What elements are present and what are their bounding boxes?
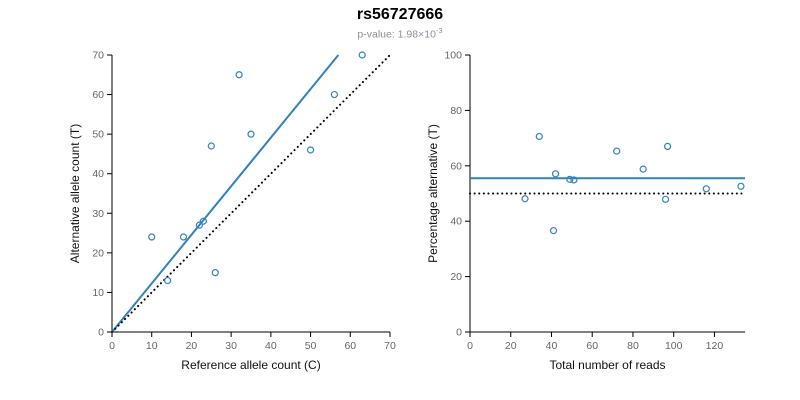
data-point bbox=[549, 227, 558, 235]
data-point bbox=[247, 130, 255, 138]
data-point bbox=[179, 233, 188, 241]
y-tick-label: 40 bbox=[450, 216, 462, 228]
x-tick-label: 20 bbox=[186, 340, 198, 352]
x-tick-label: 30 bbox=[225, 340, 237, 352]
data-point bbox=[199, 217, 207, 225]
x-tick-label: 60 bbox=[586, 340, 598, 352]
data-point bbox=[195, 221, 203, 229]
data-point bbox=[148, 233, 156, 241]
chart-panel-allele-counts: 0 10 20 30 40 50 60 70 0 10 20 30 40 50 60 70 Reference … bbox=[68, 50, 396, 373]
y-tick-label: 40 bbox=[92, 168, 104, 180]
x-tick-label: 50 bbox=[305, 340, 317, 352]
pvalue-text: p-value: 1.98×10 bbox=[357, 28, 436, 41]
x-tick-label: 40 bbox=[546, 340, 558, 352]
data-point bbox=[551, 170, 560, 178]
y-tick-label: 60 bbox=[450, 160, 462, 172]
data-point bbox=[521, 195, 529, 203]
y-tick-label: 100 bbox=[444, 50, 462, 62]
y-tick-label: 50 bbox=[92, 129, 104, 141]
x-tick-label: 60 bbox=[344, 340, 356, 352]
y-tick-label: 70 bbox=[92, 50, 104, 62]
x-tick-label: 120 bbox=[706, 340, 724, 352]
y-tick-label: 0 bbox=[98, 327, 104, 339]
y-tick-label: 80 bbox=[450, 105, 462, 117]
chart-header: rs56727666 p-value: 1.98×10-3 bbox=[0, 5, 800, 42]
x-axis-title: Total number of reads bbox=[549, 358, 665, 372]
data-point bbox=[306, 146, 315, 154]
y-tick-label: 60 bbox=[92, 89, 104, 101]
data-point bbox=[661, 195, 670, 203]
data-point bbox=[663, 142, 672, 151]
data-point bbox=[164, 276, 172, 285]
y-tick-label: 10 bbox=[92, 287, 104, 299]
x-tick-label: 0 bbox=[467, 340, 473, 352]
y-axis-title: Alternative allele count (T) bbox=[68, 124, 82, 263]
x-tick-label: 70 bbox=[384, 340, 396, 352]
x-tick-label: 10 bbox=[146, 340, 158, 352]
data-point bbox=[211, 269, 219, 277]
x-tick-label: 0 bbox=[109, 340, 115, 352]
data-point bbox=[358, 51, 366, 59]
x-tick-label: 20 bbox=[505, 340, 517, 352]
data-point bbox=[639, 165, 647, 173]
data-point bbox=[535, 132, 543, 141]
regression-line bbox=[111, 54, 340, 333]
data-point bbox=[737, 182, 745, 190]
x-tick-label: 80 bbox=[627, 340, 639, 352]
y-tick-label: 30 bbox=[92, 208, 104, 220]
x-axis-title: Reference allele count (C) bbox=[181, 358, 320, 372]
y-tick-label: 20 bbox=[92, 247, 104, 259]
y-tick-label: 20 bbox=[450, 271, 462, 283]
data-point bbox=[702, 185, 710, 193]
y-tick-label: 0 bbox=[456, 327, 462, 339]
identity-line bbox=[111, 54, 391, 333]
data-point bbox=[570, 176, 578, 184]
x-tick-label: 40 bbox=[265, 340, 277, 352]
y-axis-title: Percentage alternative (T) bbox=[426, 124, 440, 263]
data-point bbox=[330, 90, 338, 99]
chart-title: rs56727666 bbox=[356, 6, 444, 23]
data-point bbox=[235, 71, 243, 79]
data-point bbox=[566, 175, 574, 183]
data-point bbox=[613, 147, 621, 155]
x-tick-label: 100 bbox=[665, 340, 683, 352]
chart-subtitle: p-value: 1.98×10-3 bbox=[0, 26, 800, 42]
pvalue-exponent: -3 bbox=[435, 26, 443, 35]
data-point bbox=[207, 142, 215, 150]
